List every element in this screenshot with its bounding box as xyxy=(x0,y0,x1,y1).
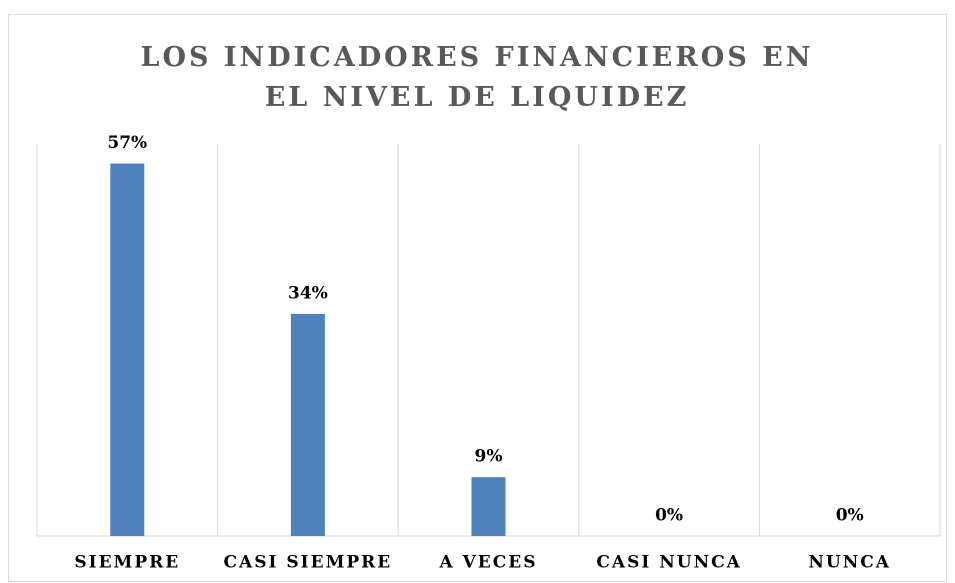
data-label: 34% xyxy=(288,283,328,303)
bar xyxy=(110,163,145,536)
x-tick-label: CASI SIEMPRE xyxy=(224,553,393,573)
bar xyxy=(290,313,325,536)
data-label: 0% xyxy=(836,506,864,526)
data-label: 9% xyxy=(475,447,503,467)
x-tick-label: CASI NUNCA xyxy=(596,553,742,573)
chart-title: LOS INDICADORES FINANCIEROS EN EL NIVEL … xyxy=(140,42,814,113)
x-tick-label: A VECES xyxy=(438,553,537,573)
chart-border xyxy=(8,14,947,582)
data-label: 0% xyxy=(655,506,683,526)
bar xyxy=(471,477,506,536)
data-label: 57% xyxy=(107,133,147,153)
x-tick-label: NUNCA xyxy=(808,553,891,573)
x-tick-label: SIEMPRE xyxy=(74,553,180,573)
